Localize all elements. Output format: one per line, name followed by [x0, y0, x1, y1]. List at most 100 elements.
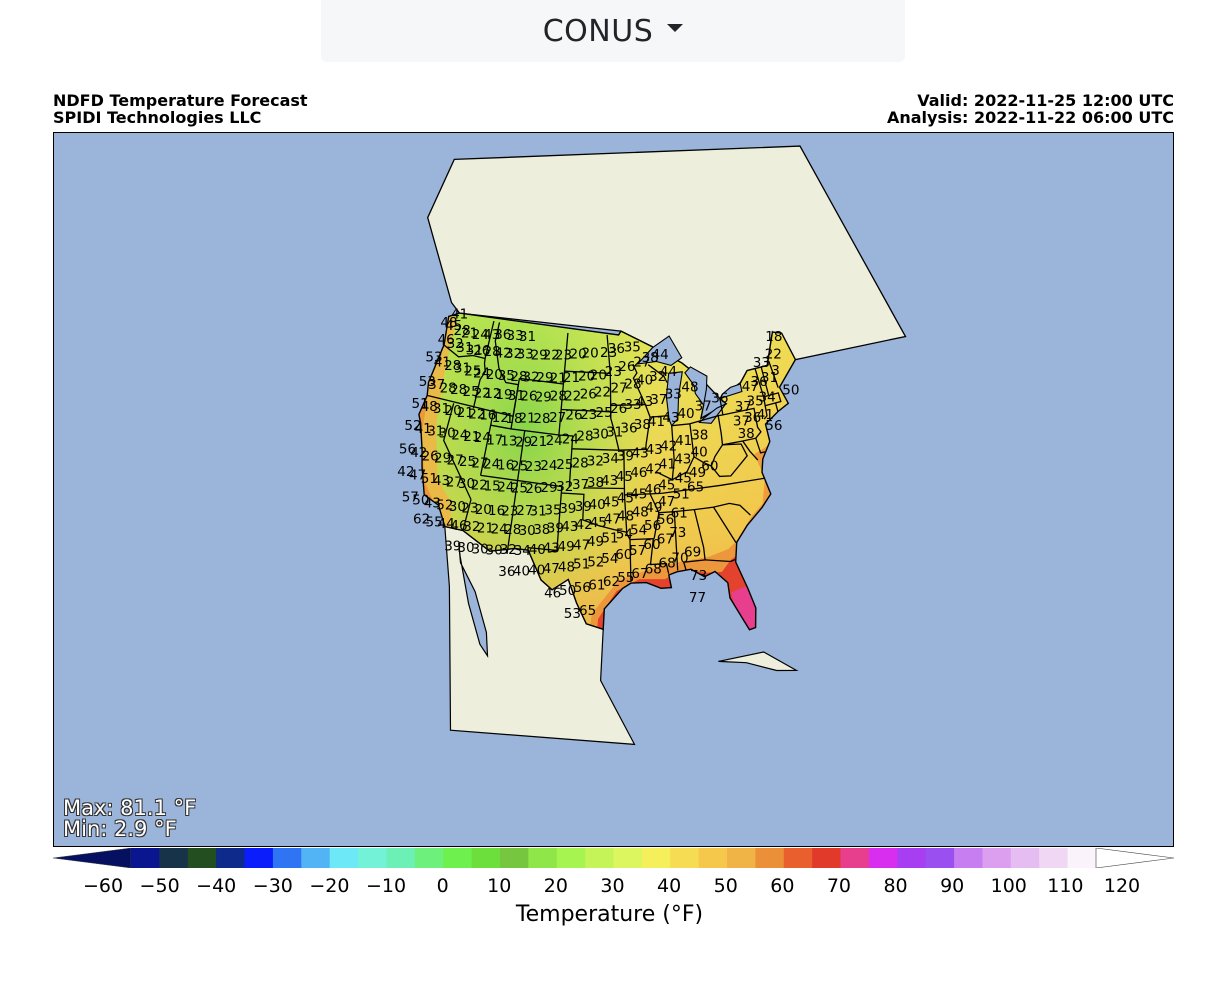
temperature-label: 38 [738, 426, 755, 442]
temperature-label: 29 [434, 451, 451, 467]
temperature-label: 62 [413, 511, 430, 527]
colorbar-tick-label: 70 [826, 875, 852, 897]
temperature-label: 23 [580, 407, 597, 423]
temperature-label: 32 [587, 454, 604, 470]
temperature-label: 43 [646, 442, 663, 458]
colorbar-extend-high [1095, 848, 1174, 868]
lake-ontario [718, 383, 743, 400]
region-dropdown[interactable]: CONUS [321, 0, 905, 62]
temperature-label: 60 [701, 458, 718, 474]
temperature-label: 42 [495, 345, 512, 361]
colorbar-segment [727, 848, 757, 868]
temperature-label: 43 [561, 519, 578, 535]
temperature-label: 32 [447, 336, 464, 352]
temperature-label: 13 [500, 434, 517, 450]
temperature-label: 33 [507, 328, 524, 344]
state-border [629, 538, 670, 574]
temperature-label: 36 [620, 420, 637, 436]
temperature-label: 28 [484, 344, 501, 360]
temperature-label: 30 [439, 425, 456, 441]
temperature-label: 51 [573, 557, 590, 573]
state-border [571, 448, 619, 451]
colorbar-segment [897, 848, 927, 868]
colorbar-tick-label: 120 [1103, 875, 1141, 897]
temperature-label: 44 [652, 347, 669, 363]
temperature-label: 18 [505, 411, 522, 427]
temperature-label: 23 [555, 348, 572, 364]
temperature-label: 31 [761, 370, 778, 386]
colorbar-segment [1039, 848, 1069, 868]
temperature-label: 35 [747, 394, 764, 410]
state-border [661, 477, 765, 495]
temperature-label: 45 [630, 487, 647, 503]
colorbar-segment [386, 848, 416, 868]
temperature-label: 68 [645, 562, 662, 578]
temperature-label: 31 [456, 340, 473, 356]
map-canvas: 4148452821244336333146323131262842323329… [54, 133, 1173, 846]
temperature-label: 28 [510, 369, 527, 385]
temperature-label: 37 [735, 399, 752, 415]
colorbar-segment [670, 848, 700, 868]
colorbar-tick-label: −10 [365, 875, 407, 897]
temperature-label: 31 [530, 503, 547, 519]
temperature-label: 42 [397, 464, 414, 480]
temperature-label: 43 [632, 446, 649, 462]
temperature-field [418, 312, 797, 631]
temperature-label: 32 [649, 369, 666, 385]
temperature-label: 53 [564, 606, 581, 622]
colorbar-segment [925, 848, 955, 868]
temperature-labels: 4148452821244336333146323131262842323329… [397, 307, 799, 623]
temperature-label: 40 [528, 563, 545, 579]
colorbar-segment [613, 848, 643, 868]
temperature-label: 25 [511, 480, 528, 496]
temperature-label: 41 [757, 407, 774, 423]
temperature-label: 62 [603, 574, 620, 590]
temperature-label: 49 [689, 465, 706, 481]
colorbar-tick-label: 110 [1047, 875, 1084, 897]
temperature-label: 40 [529, 542, 546, 558]
temperature-label: 46 [630, 465, 647, 481]
colorbar-segment [244, 848, 274, 868]
temperature-label: 23 [605, 364, 622, 380]
temperature-label: 49 [645, 500, 662, 516]
temperature-label: 22 [474, 385, 491, 401]
temperature-label: 31 [466, 343, 483, 359]
temperature-label: 22 [765, 346, 782, 362]
colorbar-segment [698, 848, 728, 868]
temperature-label: 43 [662, 410, 679, 426]
state-border [632, 363, 646, 405]
temperature-label: 53 [425, 349, 442, 365]
temperature-label: 31 [606, 424, 623, 440]
state-border [442, 343, 486, 360]
colorbar-segment [868, 848, 898, 868]
state-border [718, 407, 762, 446]
temperature-label: 32 [556, 479, 573, 495]
temperature-label: 20 [570, 346, 587, 362]
temperature-label: 25 [459, 454, 476, 470]
temperature-label: 48 [632, 504, 649, 520]
temperature-label: 26 [520, 389, 537, 405]
temperature-label: 24 [472, 327, 489, 343]
temperature-label: 32 [463, 519, 480, 535]
colorbar-segment [471, 848, 501, 868]
temperature-label: 36 [711, 391, 728, 407]
colorbar-tick-label: 30 [600, 875, 625, 897]
colorbar-tick-label: 40 [657, 875, 682, 897]
colorbar-segment [641, 848, 671, 868]
temperature-label: 47 [658, 494, 675, 510]
temperature-label: 16 [479, 407, 496, 423]
temperature-label: 21 [477, 520, 494, 536]
gulf-of-california [458, 542, 489, 658]
temperature-label: 30 [449, 499, 466, 515]
temperature-label: 35 [498, 368, 515, 384]
us-coastline [418, 312, 797, 631]
temperature-label: 20 [578, 369, 595, 385]
temperature-label: 56 [574, 580, 591, 596]
temperature-label: 41 [659, 457, 676, 473]
temperature-label: 54 [630, 522, 647, 538]
temperature-label: 29 [540, 480, 557, 496]
colorbar-tick-label: 20 [543, 875, 568, 897]
temperature-label: 43 [543, 541, 560, 557]
state-border [472, 320, 495, 409]
temperature-label: 33 [753, 355, 770, 371]
